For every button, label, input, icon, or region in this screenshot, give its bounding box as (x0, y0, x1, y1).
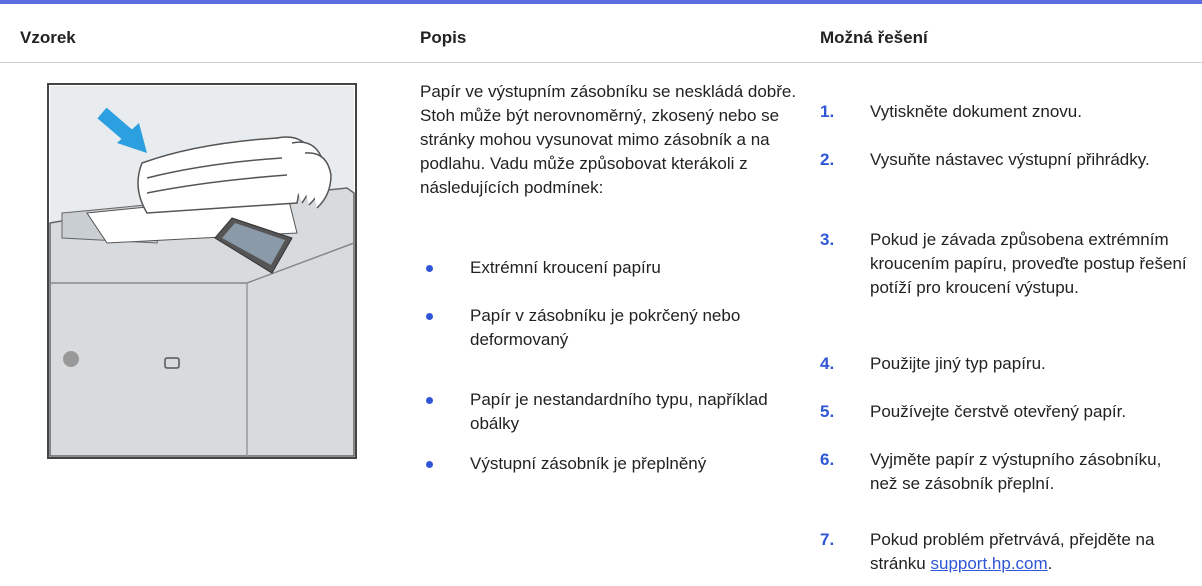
solution-item: 5. Používejte čerstvě otevřený papír. (820, 400, 1190, 424)
solution-item: 4. Použijte jiný typ papíru. (820, 352, 1190, 376)
solution-number: 2. (820, 150, 835, 169)
solution-text: Pokud je závada způsobena extrémním krou… (870, 228, 1190, 300)
solution-text: Používejte čerstvě otevřený papír. (870, 400, 1190, 424)
solution-item: 2. Vysuňte nástavec výstupní přihrádky. (820, 148, 1190, 172)
bullet (426, 397, 433, 404)
cause-item: Výstupní zásobník je přeplněný (420, 452, 800, 476)
top-bar (0, 0, 1202, 4)
solution-number: 7. (820, 530, 835, 549)
bullet (426, 265, 433, 272)
solution-text: Vytiskněte dokument znovu. (870, 100, 1190, 124)
cause-text: Papír je nestandardního typu, například … (470, 390, 768, 433)
solution-text-part: Vyjměte papír z výstupního zásobníku, ne… (870, 450, 1162, 493)
solution-number: 4. (820, 354, 835, 373)
solution-text-part: Pokud problém přetrvává, přejděte na str… (870, 530, 1155, 573)
header-cell: Popis (420, 28, 467, 47)
cause-text: Extrémní kroucení papíru (470, 258, 661, 277)
solution-item: 1. Vytiskněte dokument znovu. (820, 100, 1190, 124)
description: Papír ve výstupním zásobníku se neskládá… (420, 82, 797, 197)
bullet (426, 461, 433, 468)
header-divider (0, 62, 1202, 63)
header-cell: Možná řešení (820, 28, 928, 47)
solution-item: 3. Pokud je závada způsobena extrémním kr… (820, 228, 1190, 300)
solution-number: 3. (820, 230, 835, 249)
solution-text-part: Vysuňte nástavec výstupní přihrádky. (870, 150, 1150, 169)
sample-image (47, 83, 357, 459)
cause-item: Extrémní kroucení papíru (420, 256, 800, 280)
solution-item: 7. Pokud problém přetrvává, přejděte na s… (820, 528, 1190, 576)
solution-number: 5. (820, 402, 835, 421)
solution-text-part: Použijte jiný typ papíru. (870, 354, 1046, 373)
solution-text-part: Vytiskněte dokument znovu. (870, 102, 1082, 121)
solution-suffix: . (1047, 554, 1053, 573)
solution-text: Použijte jiný typ papíru. (870, 352, 1190, 376)
header-cell: Vzorek (20, 28, 76, 47)
solution-text: Pokud problém přetrvává, přejděte na str… (870, 528, 1190, 576)
solution-number: 1. (820, 102, 835, 121)
solution-text-part: Používejte čerstvě otevřený papír. (870, 402, 1127, 421)
solution-item: 6. Vyjměte papír z výstupního zásobníku, … (820, 448, 1190, 496)
bullet (426, 313, 433, 320)
solution-number: 6. (820, 450, 835, 469)
cause-text: Papír v zásobníku je pokrčený nebo defor… (470, 306, 741, 349)
solution-text-part: Pokud je závada způsobena extrémním krou… (870, 230, 1187, 297)
support-link[interactable]: support.hp.com (930, 554, 1048, 573)
cause-item: Papír je nestandardního typu, například … (420, 388, 800, 436)
cause-item: Papír v zásobníku je pokrčený nebo defor… (420, 304, 800, 352)
solution-text: Vyjměte papír z výstupního zásobníku, ne… (870, 448, 1190, 496)
solution-text: Vysuňte nástavec výstupní přihrádky. (870, 148, 1190, 172)
cause-text: Výstupní zásobník je přeplněný (470, 454, 707, 473)
